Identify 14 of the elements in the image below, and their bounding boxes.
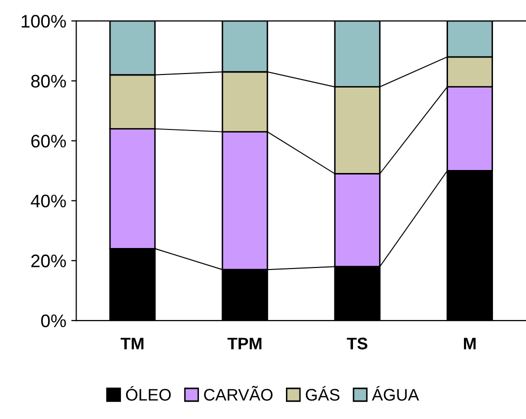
legend-label: GÁS: [306, 386, 340, 401]
legend-label: ÓLEO: [126, 386, 171, 401]
x-tick-label: TS: [346, 338, 368, 350]
legend-label: ÁGUA: [372, 386, 420, 401]
x-tick-label: TPM: [228, 338, 262, 350]
y-tick-label: 20%: [31, 254, 66, 268]
y-tick-label: 40%: [30, 194, 66, 208]
y-tick-label: 100%: [22, 14, 66, 28]
legend-label: CARVÃO: [204, 386, 273, 401]
y-tick-label: 60%: [31, 134, 66, 148]
y-tick-label: 0%: [41, 314, 66, 328]
y-tick-label: 80%: [31, 74, 66, 88]
x-tick-label: M: [464, 338, 476, 350]
x-tick-label: TM: [120, 338, 144, 350]
